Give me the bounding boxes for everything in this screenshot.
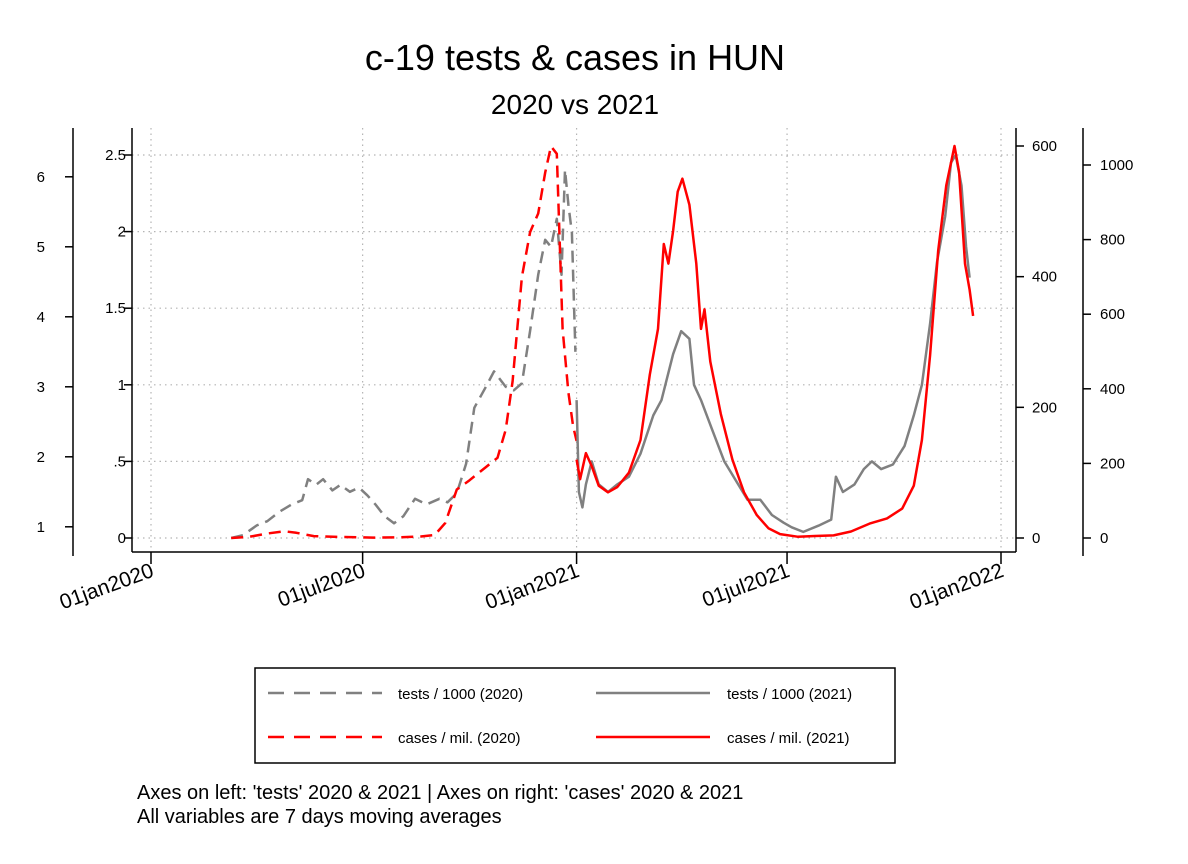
legend-box: [254, 667, 896, 764]
series-line-cases-2020: [231, 145, 578, 540]
y-tick-label-tests2021: 1: [118, 377, 126, 394]
y-tick-label-tests2020: 6: [37, 169, 45, 186]
y-tick-label-tests2021: .5: [113, 453, 126, 470]
series-line-tests-2020: [230, 168, 577, 540]
y-tick-label-cases2021: 600: [1032, 138, 1057, 155]
y-tick-label-cases2020: 200: [1100, 455, 1125, 472]
y-tick-label-tests2021: 2.5: [105, 147, 126, 164]
y-tick-label-tests2020: 5: [37, 239, 45, 256]
y-tick-label-tests2020: 2: [37, 449, 45, 466]
series-layer: [230, 144, 975, 540]
y-tick-label-cases2020: 1000: [1100, 157, 1133, 174]
series-line-cases-2021: [575, 144, 975, 538]
legend-label-cases-2020: cases / mil. (2020): [398, 730, 521, 747]
chart-subtitle: 2020 vs 2021: [491, 89, 659, 120]
note-axes: Axes on left: 'tests' 2020 & 2021 | Axes…: [137, 782, 743, 804]
legend-label-cases-2021: cases / mil. (2021): [727, 730, 850, 747]
y-tick-label-cases2020: 800: [1100, 232, 1125, 249]
y-tick-label-tests2020: 4: [37, 309, 45, 326]
y-tick-label-tests2020: 3: [37, 379, 45, 396]
note-moving-average: All variables are 7 days moving averages: [137, 806, 502, 828]
y-tick-label-tests2021: 1.5: [105, 300, 126, 317]
y-tick-label-cases2021: 200: [1032, 399, 1057, 416]
grid-layer: [132, 128, 1016, 552]
y-tick-label-cases2020: 400: [1100, 381, 1125, 398]
y-tick-label-cases2021: 400: [1032, 269, 1057, 286]
y-tick-label-tests2021: 0: [118, 530, 126, 547]
chart-title: c-19 tests & cases in HUN: [365, 37, 785, 78]
y-tick-label-cases2020: 600: [1100, 306, 1125, 323]
legend: tests / 1000 (2020) tests / 1000 (2021) …: [254, 667, 896, 764]
y-tick-label-tests2021: 2: [118, 224, 126, 241]
y-tick-label-cases2020: 0: [1100, 530, 1108, 547]
legend-label-tests-2020: tests / 1000 (2020): [398, 686, 523, 703]
y-tick-label-tests2020: 1: [37, 519, 45, 536]
y-tick-label-cases2021: 0: [1032, 530, 1040, 547]
legend-label-tests-2021: tests / 1000 (2021): [727, 686, 852, 703]
